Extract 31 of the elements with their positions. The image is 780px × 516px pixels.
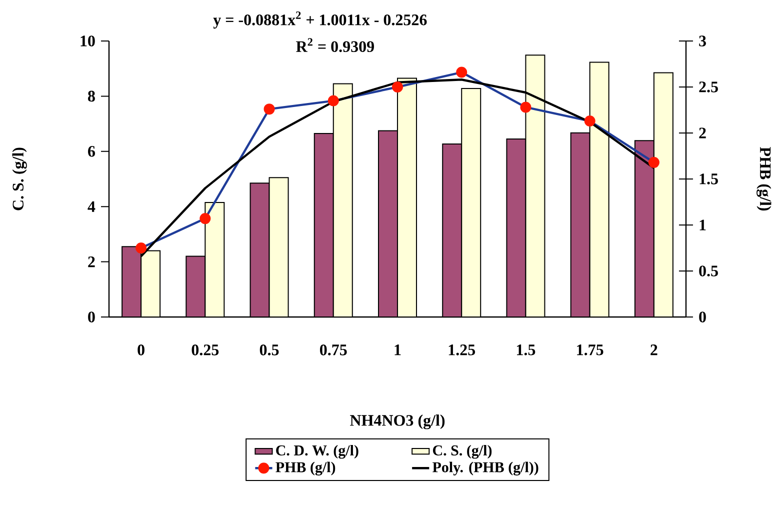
legend-label: Poly. (PHB (g/l))	[432, 462, 538, 476]
x-axis-title: NH4NO3 (g/l)	[350, 414, 445, 430]
y2-axis-title: PHB (g/l)	[756, 147, 772, 211]
y-tick-label: 10	[80, 36, 95, 46]
x-tick-label: 1.75	[577, 344, 604, 356]
y2-tick-label: 1.5	[700, 174, 718, 184]
y-tick-label: 0	[88, 312, 95, 322]
y2-tick-label: 3	[699, 36, 706, 46]
legend-label: PHB (g/l)	[276, 462, 336, 476]
y-tick-label: 4	[88, 201, 96, 212]
x-tick-label: 1.25	[448, 344, 476, 356]
x-tick-label: 0.75	[320, 344, 347, 356]
x-tick-label: 2	[650, 344, 658, 356]
x-tick-label: 0.5	[260, 344, 279, 356]
y-tick-label: 8	[88, 90, 95, 102]
text: y = -0.0881x$^{2}$ + 1.0011x - 0.2526	[213, 11, 427, 29]
y2-tick-label: 1	[700, 220, 706, 230]
y-tick-label: 6	[88, 146, 95, 157]
legend-label: C. S. (g/l)	[432, 444, 492, 459]
x-tick-label: 1	[394, 344, 401, 356]
y2-tick-label: 2.5	[699, 82, 718, 92]
y-axis-title: C. S. (g/l)	[12, 148, 27, 210]
x-tick-label: 1.5	[517, 344, 536, 356]
x-tick-label: 0	[138, 344, 144, 356]
legend-label: C. D. W. (g/l)	[276, 444, 358, 459]
y-tick-label: 2	[88, 256, 95, 268]
annotation: R$^{2}$ = 0.9309	[296, 38, 374, 52]
y2-tick-label: 0.5	[699, 266, 718, 276]
x-tick-label: 0.25	[192, 344, 219, 356]
y2-tick-label: 0	[699, 312, 706, 322]
y2-tick-label: 2	[699, 128, 706, 138]
